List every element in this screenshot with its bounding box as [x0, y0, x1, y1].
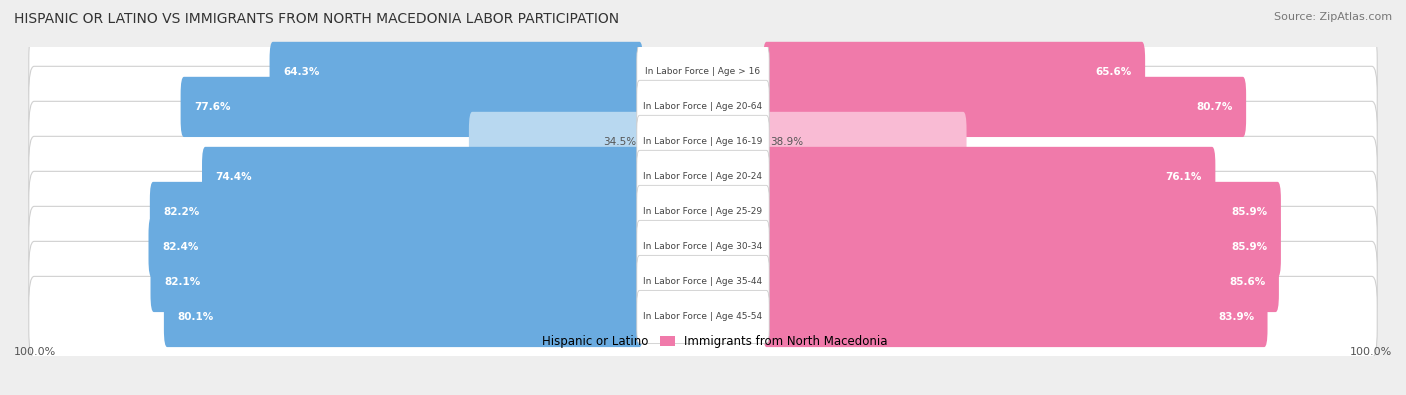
Text: 34.5%: 34.5% — [603, 137, 636, 147]
FancyBboxPatch shape — [468, 112, 643, 172]
FancyBboxPatch shape — [763, 182, 1281, 242]
FancyBboxPatch shape — [637, 115, 769, 169]
FancyBboxPatch shape — [180, 77, 643, 137]
FancyBboxPatch shape — [763, 217, 1281, 277]
FancyBboxPatch shape — [637, 150, 769, 203]
FancyBboxPatch shape — [637, 185, 769, 239]
FancyBboxPatch shape — [149, 217, 643, 277]
FancyBboxPatch shape — [637, 256, 769, 308]
FancyBboxPatch shape — [763, 77, 1246, 137]
Text: In Labor Force | Age 25-29: In Labor Force | Age 25-29 — [644, 207, 762, 216]
FancyBboxPatch shape — [763, 147, 1215, 207]
Text: 85.9%: 85.9% — [1232, 207, 1268, 217]
FancyBboxPatch shape — [150, 252, 643, 312]
FancyBboxPatch shape — [763, 287, 1268, 347]
Text: 83.9%: 83.9% — [1218, 312, 1254, 322]
FancyBboxPatch shape — [637, 45, 769, 98]
FancyBboxPatch shape — [202, 147, 643, 207]
Text: 85.6%: 85.6% — [1229, 277, 1265, 287]
Text: 100.0%: 100.0% — [1350, 347, 1392, 357]
FancyBboxPatch shape — [763, 42, 1144, 102]
Text: In Labor Force | Age 45-54: In Labor Force | Age 45-54 — [644, 312, 762, 322]
Text: 100.0%: 100.0% — [14, 347, 56, 357]
FancyBboxPatch shape — [28, 276, 1378, 357]
FancyBboxPatch shape — [763, 252, 1279, 312]
FancyBboxPatch shape — [28, 31, 1378, 113]
Text: 77.6%: 77.6% — [194, 102, 231, 112]
Text: 82.1%: 82.1% — [165, 277, 200, 287]
Text: 76.1%: 76.1% — [1166, 172, 1202, 182]
FancyBboxPatch shape — [637, 80, 769, 134]
Text: In Labor Force | Age 35-44: In Labor Force | Age 35-44 — [644, 277, 762, 286]
Text: 82.2%: 82.2% — [163, 207, 200, 217]
Text: Source: ZipAtlas.com: Source: ZipAtlas.com — [1274, 12, 1392, 22]
Text: 80.7%: 80.7% — [1197, 102, 1233, 112]
Text: 64.3%: 64.3% — [283, 67, 319, 77]
FancyBboxPatch shape — [165, 287, 643, 347]
FancyBboxPatch shape — [28, 241, 1378, 323]
FancyBboxPatch shape — [28, 66, 1378, 147]
Text: 80.1%: 80.1% — [177, 312, 214, 322]
FancyBboxPatch shape — [28, 136, 1378, 218]
Legend: Hispanic or Latino, Immigrants from North Macedonia: Hispanic or Latino, Immigrants from Nort… — [513, 330, 893, 353]
Text: In Labor Force | Age 30-34: In Labor Force | Age 30-34 — [644, 243, 762, 252]
Text: In Labor Force | Age > 16: In Labor Force | Age > 16 — [645, 68, 761, 76]
Text: 74.4%: 74.4% — [215, 172, 252, 182]
FancyBboxPatch shape — [28, 171, 1378, 252]
FancyBboxPatch shape — [150, 182, 643, 242]
FancyBboxPatch shape — [28, 206, 1378, 288]
FancyBboxPatch shape — [28, 101, 1378, 182]
FancyBboxPatch shape — [637, 220, 769, 274]
Text: 82.4%: 82.4% — [162, 242, 198, 252]
Text: HISPANIC OR LATINO VS IMMIGRANTS FROM NORTH MACEDONIA LABOR PARTICIPATION: HISPANIC OR LATINO VS IMMIGRANTS FROM NO… — [14, 12, 619, 26]
Text: In Labor Force | Age 16-19: In Labor Force | Age 16-19 — [644, 137, 762, 147]
FancyBboxPatch shape — [763, 112, 966, 172]
Text: 65.6%: 65.6% — [1095, 67, 1132, 77]
Text: In Labor Force | Age 20-64: In Labor Force | Age 20-64 — [644, 102, 762, 111]
Text: In Labor Force | Age 20-24: In Labor Force | Age 20-24 — [644, 173, 762, 181]
Text: 38.9%: 38.9% — [770, 137, 803, 147]
FancyBboxPatch shape — [637, 290, 769, 344]
Text: 85.9%: 85.9% — [1232, 242, 1268, 252]
FancyBboxPatch shape — [270, 42, 643, 102]
